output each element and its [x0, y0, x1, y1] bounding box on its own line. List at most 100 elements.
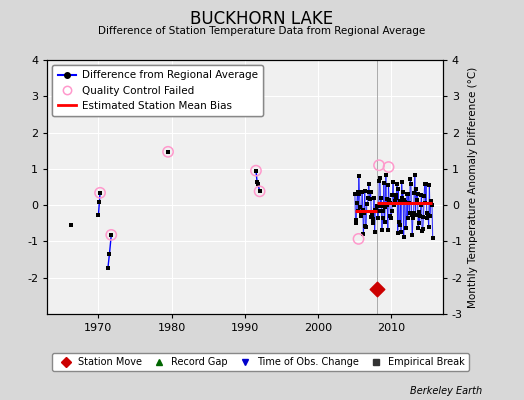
Point: [379, 208, 387, 215]
Point: [412, 186, 420, 192]
Point: [372, 207, 380, 214]
Point: [423, 214, 432, 221]
Point: [397, 228, 405, 235]
Point: [352, 220, 361, 226]
Point: [354, 208, 363, 214]
Point: [370, 194, 378, 201]
Point: [424, 212, 432, 218]
Point: [365, 188, 374, 195]
Point: [376, 203, 385, 209]
Point: [401, 199, 409, 206]
Point: [373, 203, 381, 210]
Point: [94, 212, 103, 218]
Legend: Difference from Regional Average, Quality Control Failed, Estimated Station Mean: Difference from Regional Average, Qualit…: [52, 65, 263, 116]
Point: [406, 176, 414, 182]
Point: [414, 209, 423, 216]
Point: [404, 191, 412, 197]
Point: [385, 164, 393, 170]
Point: [399, 234, 408, 240]
Point: [391, 195, 400, 201]
Point: [399, 189, 407, 195]
Point: [422, 210, 431, 216]
Point: [369, 216, 377, 222]
Y-axis label: Monthly Temperature Anomaly Difference (°C): Monthly Temperature Anomaly Difference (…: [468, 66, 478, 308]
Text: Difference of Station Temperature Data from Regional Average: Difference of Station Temperature Data f…: [99, 26, 425, 36]
Point: [401, 224, 410, 231]
Point: [353, 189, 362, 195]
Point: [387, 215, 395, 222]
Point: [353, 200, 361, 206]
Point: [361, 188, 369, 194]
Point: [359, 231, 368, 237]
Point: [95, 198, 104, 205]
Point: [374, 215, 382, 221]
Legend: Station Move, Record Gap, Time of Obs. Change, Empirical Break: Station Move, Record Gap, Time of Obs. C…: [52, 353, 469, 371]
Point: [107, 232, 115, 238]
Point: [105, 251, 114, 257]
Point: [351, 216, 359, 223]
Point: [366, 196, 374, 202]
Point: [416, 219, 424, 226]
Point: [96, 190, 104, 196]
Point: [367, 214, 376, 220]
Point: [386, 200, 394, 206]
Point: [381, 172, 390, 178]
Point: [380, 219, 389, 225]
Point: [420, 192, 428, 199]
Point: [405, 199, 413, 206]
Point: [411, 212, 420, 218]
Point: [96, 190, 104, 196]
Point: [419, 226, 427, 233]
Point: [371, 207, 379, 214]
Point: [255, 188, 264, 194]
Point: [373, 286, 381, 292]
Point: [354, 236, 363, 242]
Point: [394, 229, 402, 236]
Point: [357, 210, 365, 216]
Point: [410, 190, 418, 196]
Point: [364, 194, 372, 201]
Point: [361, 223, 369, 230]
Point: [107, 232, 115, 238]
Point: [421, 200, 430, 206]
Point: [384, 227, 392, 233]
Point: [427, 200, 435, 206]
Point: [366, 189, 375, 195]
Point: [396, 198, 405, 205]
Point: [370, 229, 379, 235]
Point: [403, 190, 411, 197]
Point: [407, 181, 415, 188]
Point: [362, 224, 370, 230]
Point: [378, 227, 386, 234]
Point: [363, 201, 372, 207]
Point: [164, 149, 172, 155]
Point: [381, 204, 389, 210]
Point: [396, 222, 404, 229]
Point: [413, 191, 422, 197]
Point: [368, 212, 376, 218]
Point: [411, 171, 419, 178]
Point: [428, 202, 436, 208]
Point: [406, 210, 414, 216]
Point: [417, 192, 425, 199]
Point: [368, 220, 377, 226]
Point: [421, 181, 429, 187]
Point: [355, 191, 364, 198]
Point: [407, 212, 416, 218]
Point: [422, 180, 430, 187]
Point: [365, 181, 373, 187]
Point: [414, 225, 422, 232]
Point: [254, 181, 263, 188]
Point: [373, 208, 381, 214]
Point: [390, 192, 399, 198]
Point: [255, 188, 264, 194]
Point: [403, 214, 412, 221]
Point: [252, 168, 260, 174]
Point: [358, 188, 366, 195]
Point: [378, 214, 387, 221]
Point: [363, 201, 371, 207]
Point: [418, 228, 427, 234]
Point: [400, 197, 409, 203]
Point: [424, 224, 433, 230]
Point: [384, 182, 392, 188]
